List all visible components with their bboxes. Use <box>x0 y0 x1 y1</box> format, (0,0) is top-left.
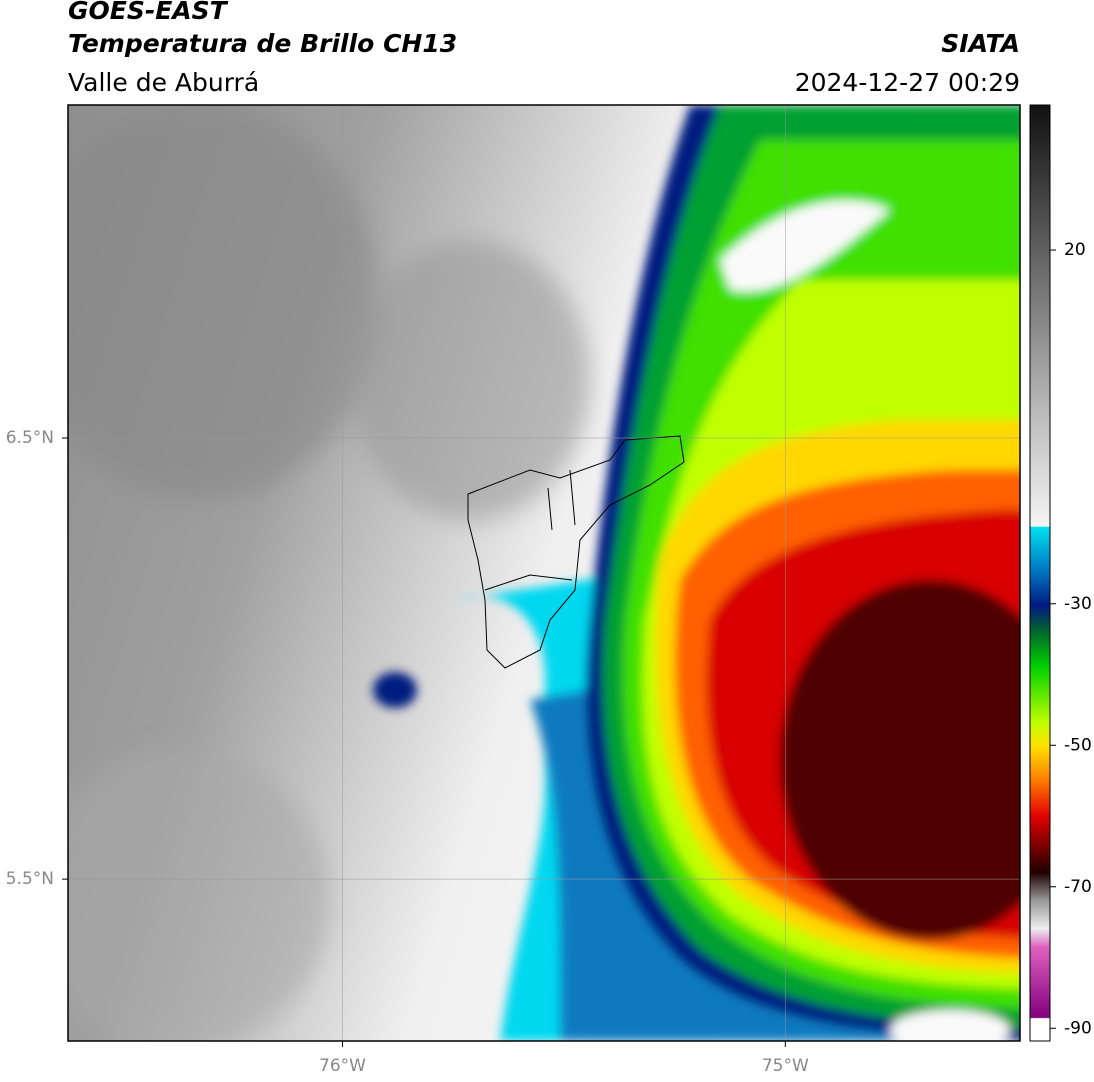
x-tick-label: 76°W <box>319 1056 366 1076</box>
colorbar-tick-label: -50 <box>1064 735 1092 755</box>
y-tick-label: 5.5°N <box>6 869 54 889</box>
datetime: 2024-12-27 00:29 <box>795 68 1020 97</box>
colorbar-tick-label: -30 <box>1064 594 1092 614</box>
colorbar <box>1029 104 1051 1042</box>
y-tick-label: 6.5°N <box>6 428 54 448</box>
colorbar-tick-label: -90 <box>1064 1018 1092 1038</box>
source: SIATA <box>941 29 1020 58</box>
x-tick-label: 75°W <box>762 1056 809 1076</box>
colorbar-tick-label: -70 <box>1064 877 1092 897</box>
title: GOES-EAST <box>68 0 229 25</box>
satellite-image <box>68 105 1020 1041</box>
municipal-boundaries <box>467 435 685 669</box>
region: Valle de Aburrá <box>68 68 259 97</box>
map-frame <box>67 104 1021 1042</box>
colorbar-tick-label: 20 <box>1064 240 1086 260</box>
subtitle: Temperatura de Brillo CH13 <box>68 29 457 58</box>
